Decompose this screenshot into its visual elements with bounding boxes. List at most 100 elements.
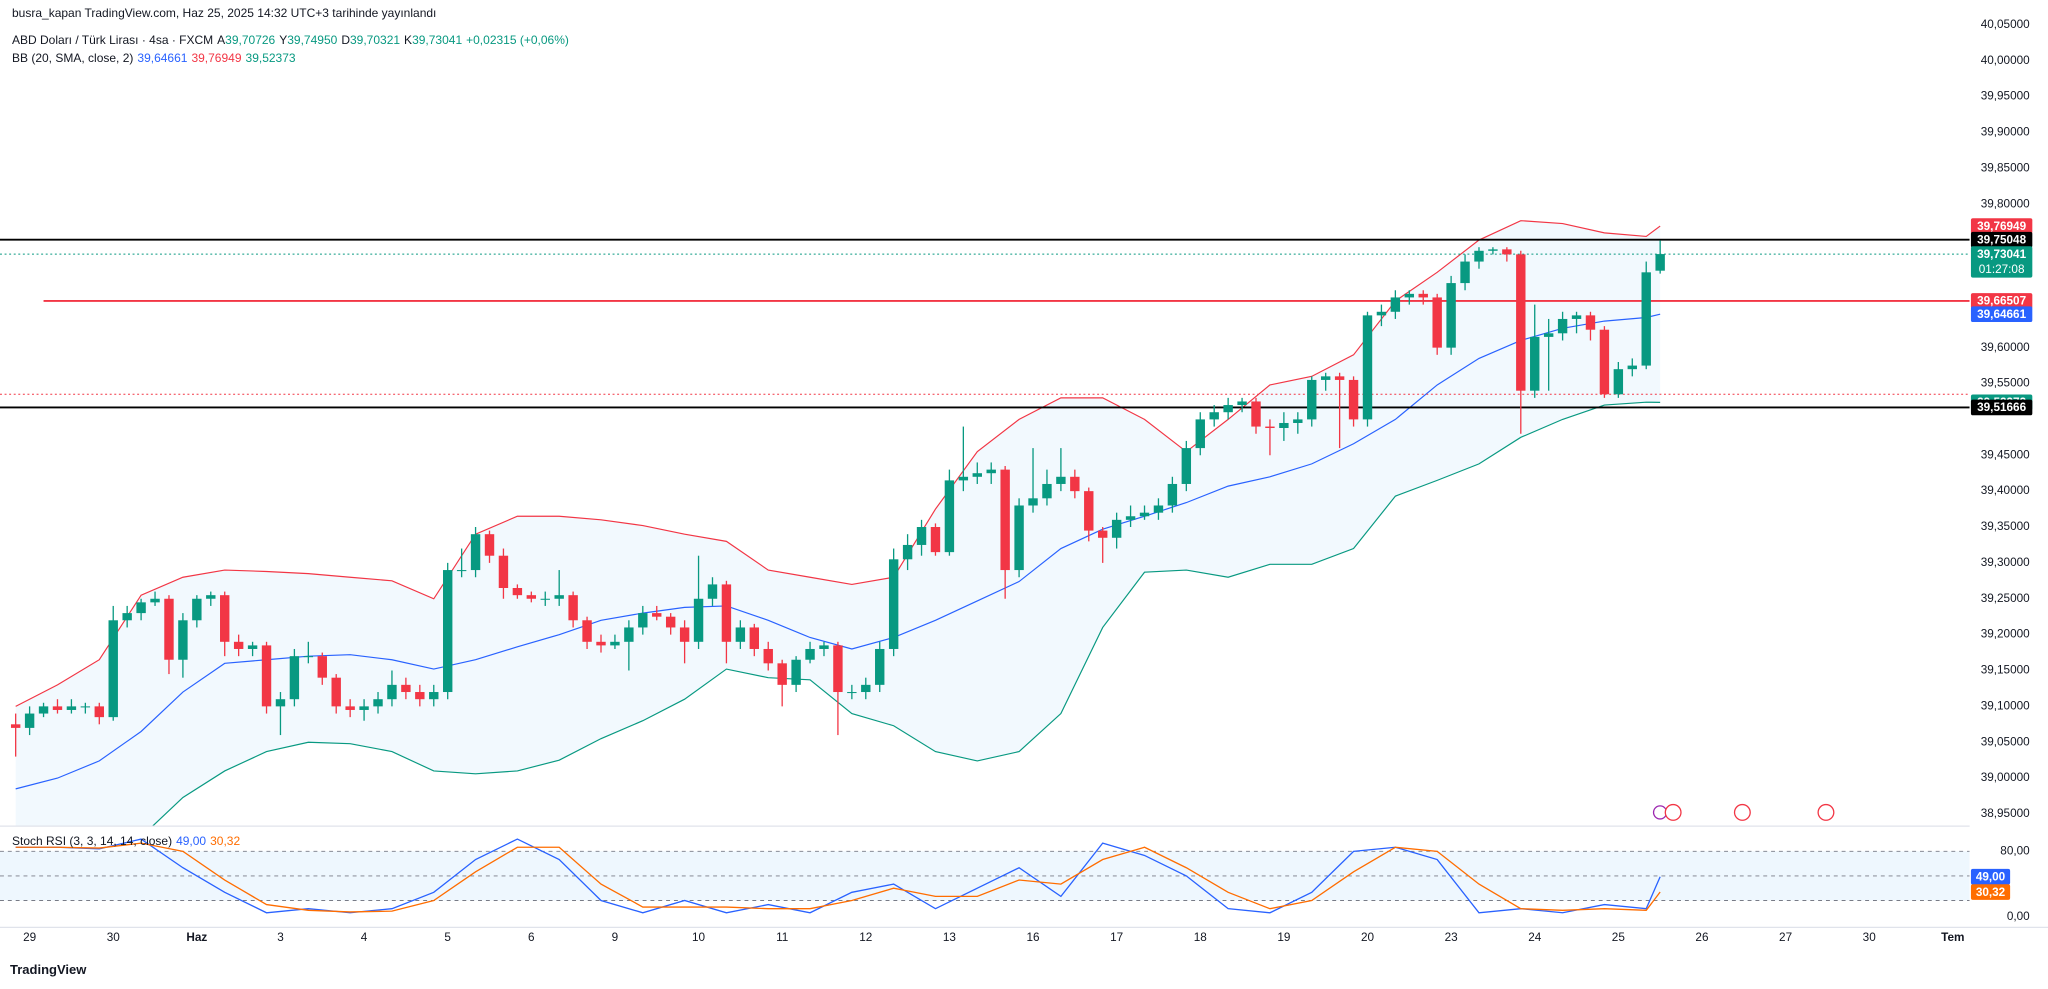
- candle-body: [456, 570, 467, 572]
- candle-body: [80, 706, 91, 708]
- candle-body: [512, 587, 523, 596]
- x-tick-label: 20: [1361, 931, 1375, 944]
- candle-body: [861, 684, 871, 693]
- x-tick-label: 27: [1779, 931, 1792, 944]
- bb-upper-value: 39,76949: [191, 51, 242, 65]
- candle-body: [429, 692, 439, 700]
- candle-body: [1042, 483, 1052, 499]
- stoch-tick-label: 0,00: [2007, 910, 2030, 923]
- x-tick-label: 9: [612, 931, 619, 944]
- candle-body: [1613, 369, 1624, 395]
- candle-body: [763, 648, 773, 664]
- candle-body: [470, 534, 481, 571]
- y-tick-label: 40,05000: [1981, 18, 2030, 31]
- candle-body: [1014, 505, 1024, 571]
- candle-body: [359, 706, 369, 710]
- stoch-k: [15, 838, 1661, 914]
- candle-body: [1279, 422, 1289, 429]
- x-tick-label: 30: [1863, 931, 1877, 944]
- candle-body: [1000, 469, 1010, 571]
- bb-lower: [152, 401, 1661, 826]
- candle-body: [1139, 512, 1150, 517]
- candle-body: [1641, 272, 1651, 366]
- ohlc-key: A: [217, 33, 226, 47]
- candle-body: [847, 692, 857, 694]
- candle-body: [582, 620, 592, 642]
- price-tag-label: 39,66507: [1977, 295, 2026, 308]
- ohlc-value: 39,74950: [287, 33, 338, 47]
- candle-body: [1320, 376, 1331, 380]
- y-tick-label: 38,95000: [1981, 807, 2030, 820]
- candle-body: [638, 613, 648, 628]
- candle-body: [52, 706, 63, 710]
- candle-body: [442, 570, 453, 693]
- symbol: ABD Doları / Türk Lirası · 4sa · FXCM: [12, 33, 214, 47]
- price-pane: [0, 220, 1970, 826]
- candle-body: [1084, 491, 1094, 531]
- candle-body: [275, 699, 286, 707]
- candle-body: [1390, 297, 1401, 312]
- candle-body: [1265, 426, 1275, 429]
- candle-body: [1209, 412, 1219, 420]
- x-tick-label: 18: [1194, 931, 1208, 944]
- candle-body: [1167, 483, 1178, 506]
- candle-body: [1376, 311, 1387, 316]
- candle-body: [498, 555, 509, 588]
- y-tick-label: 39,95000: [1981, 90, 2030, 103]
- candle-body: [331, 677, 341, 707]
- candle-body: [916, 527, 927, 545]
- bb-fill: [15, 220, 1661, 826]
- candle-body: [972, 473, 982, 477]
- candle-body: [1307, 379, 1317, 420]
- candle-body: [1028, 498, 1038, 506]
- y-tick-label: 40,00000: [1981, 54, 2030, 67]
- y-tick-label: 39,80000: [1981, 197, 2030, 210]
- candle-body: [1571, 315, 1582, 319]
- candle-body: [38, 706, 49, 714]
- x-tick-label: 6: [528, 931, 535, 944]
- x-tick-label: 16: [1026, 931, 1040, 944]
- candle-body: [247, 645, 258, 649]
- price-tag: [1970, 293, 2033, 309]
- candle-body: [1195, 419, 1205, 449]
- price-tag-label: 39,75048: [1977, 233, 2026, 246]
- x-tick-label: 29: [23, 931, 36, 944]
- candle-body: [1362, 315, 1373, 420]
- candle-body: [930, 527, 941, 553]
- candle-body: [819, 645, 829, 649]
- candle-body: [526, 595, 537, 599]
- candle-body: [192, 598, 202, 621]
- x-tick-label: 3: [277, 931, 284, 944]
- y-tick-label: 39,35000: [1981, 520, 2030, 533]
- candle-body: [1293, 419, 1303, 423]
- candle-body: [777, 663, 787, 685]
- bb-legend-line: BB (20, SMA, close, 2) 39,64661 39,76949 39…: [12, 51, 300, 65]
- candle-body: [554, 595, 564, 599]
- candle-body: [986, 469, 996, 474]
- y-tick-label: 39,45000: [1981, 448, 2030, 461]
- price-change: +0,02315 (+0,06%): [466, 33, 569, 47]
- candle-body: [1237, 401, 1247, 406]
- candle-body: [735, 627, 746, 642]
- x-tick-label: 19: [1277, 931, 1290, 944]
- x-tick-label: 5: [444, 931, 451, 944]
- candle-body: [1251, 401, 1261, 427]
- candle-body: [1516, 254, 1526, 391]
- stoch-tick-label: 80,00: [2000, 844, 2030, 857]
- candle-body: [833, 645, 843, 693]
- price-tag: [1970, 246, 2033, 278]
- candle-body: [206, 595, 216, 599]
- x-tick-label: 12: [859, 931, 872, 944]
- y-tick-label: 39,20000: [1981, 628, 2030, 641]
- candle-body: [944, 480, 955, 553]
- price-tag-label: 39,73041: [1977, 248, 2026, 261]
- candle-body: [902, 544, 913, 560]
- candle-body: [1530, 336, 1540, 391]
- stoch-d: [15, 842, 1661, 913]
- x-tick-label: 4: [361, 931, 368, 944]
- candle-body: [1098, 530, 1108, 538]
- candle-body: [1334, 376, 1345, 380]
- brand-text: TradingView: [10, 962, 87, 977]
- x-tick-label: 26: [1695, 931, 1709, 944]
